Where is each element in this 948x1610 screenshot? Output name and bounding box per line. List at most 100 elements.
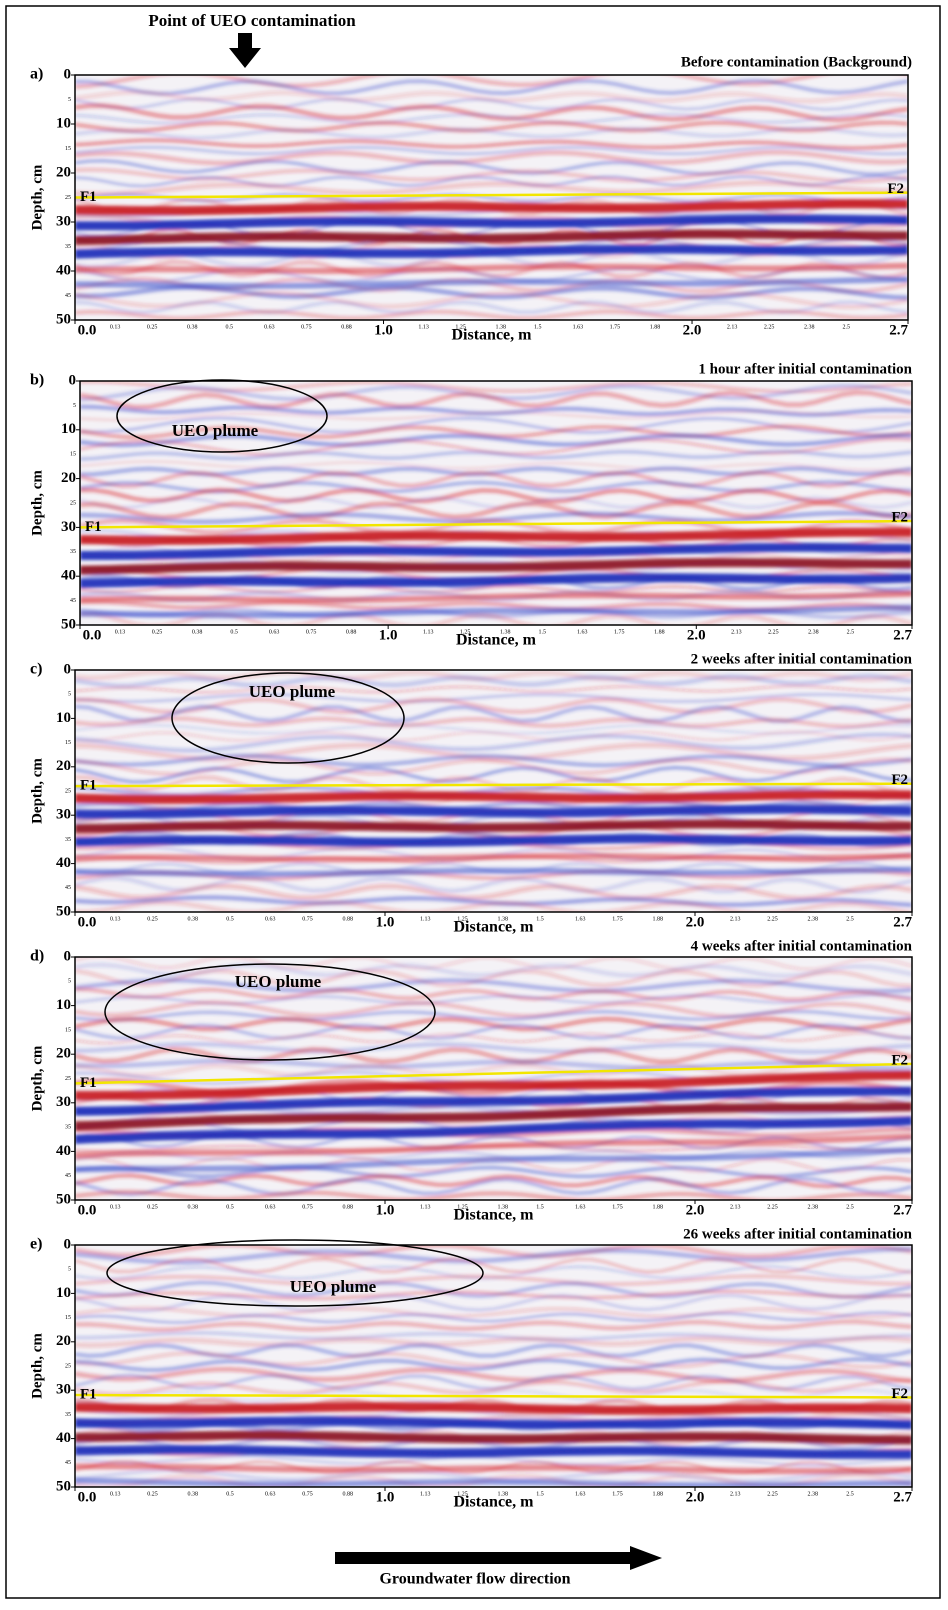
radargram bbox=[80, 381, 912, 625]
minor-x-tick-label: 0.75 bbox=[302, 1491, 313, 1497]
x-tick-label: 2.0 bbox=[687, 627, 706, 643]
radar-band bbox=[75, 1176, 912, 1197]
panel-letter: b) bbox=[30, 372, 44, 389]
radar-band bbox=[75, 126, 908, 140]
minor-y-tick-label: 25 bbox=[70, 500, 76, 506]
plot-frame bbox=[79, 380, 913, 626]
plot-frame bbox=[74, 1244, 913, 1488]
minor-x-tick-label: 0.75 bbox=[301, 324, 312, 330]
reflector-band bbox=[75, 1430, 912, 1445]
plume-ellipse bbox=[104, 963, 436, 1061]
radar-band bbox=[75, 1455, 912, 1467]
x-tick-label: 2.7 bbox=[893, 1202, 912, 1218]
reflector-band bbox=[75, 852, 912, 863]
minor-x-tick-label: 2.25 bbox=[767, 916, 778, 922]
minor-y-tick-label: 45 bbox=[65, 1173, 71, 1179]
x-axis-label: Distance, m bbox=[456, 632, 537, 649]
minor-y-tick-label: 25 bbox=[65, 195, 71, 201]
radar-band bbox=[80, 410, 912, 422]
minor-x-tick-label: 2.25 bbox=[767, 1204, 778, 1210]
minor-x-tick-label: 1.25 bbox=[460, 629, 471, 635]
radar-band bbox=[80, 584, 912, 594]
radar-band bbox=[75, 97, 908, 111]
minor-x-tick-label: 1.88 bbox=[653, 1491, 664, 1497]
minor-x-tick-label: 2.13 bbox=[730, 1204, 741, 1210]
y-tick-label: 40 bbox=[56, 1430, 71, 1446]
reflector-start: F1 bbox=[80, 189, 97, 205]
radar-band bbox=[75, 78, 908, 96]
x-axis-label: Distance, m bbox=[454, 919, 535, 936]
y-tick-label: 10 bbox=[56, 710, 71, 726]
radar-band bbox=[75, 684, 912, 694]
panel-title: 4 weeks after initial contamination bbox=[691, 938, 913, 954]
minor-x-tick-label: 1.38 bbox=[498, 916, 509, 922]
figure-border bbox=[5, 5, 941, 1599]
reflector-end: F2 bbox=[891, 1386, 908, 1402]
radar-band bbox=[80, 390, 912, 410]
minor-x-tick-label: 2.25 bbox=[767, 1491, 778, 1497]
minor-x-tick-label: 1.25 bbox=[457, 1204, 468, 1210]
radar-band bbox=[75, 1319, 912, 1332]
plume-ellipse bbox=[171, 672, 405, 764]
reflector-band bbox=[80, 573, 912, 589]
minor-x-tick-label: 1.25 bbox=[457, 916, 468, 922]
minor-x-tick-label: 2.25 bbox=[764, 324, 775, 330]
minor-x-tick-label: 1.75 bbox=[612, 1204, 623, 1210]
minor-x-tick-label: 2.13 bbox=[730, 916, 741, 922]
minor-y-tick-label: 15 bbox=[65, 1027, 71, 1033]
reflector-line bbox=[75, 191, 908, 199]
reflector-end: F2 bbox=[891, 1052, 908, 1068]
reflector-end: F2 bbox=[887, 181, 904, 197]
radar-band bbox=[75, 987, 912, 1002]
minor-x-tick-label: 1.38 bbox=[496, 324, 507, 330]
radar-band bbox=[75, 291, 908, 309]
minor-x-tick-label: 1.63 bbox=[575, 916, 586, 922]
radar-band bbox=[80, 470, 912, 488]
panel-letter: e) bbox=[30, 1236, 42, 1253]
panel-title: 2 weeks after initial contamination bbox=[691, 651, 913, 667]
radar-band bbox=[75, 1023, 912, 1040]
minor-y-tick-label: 15 bbox=[65, 740, 71, 746]
x-tick-label: 1.0 bbox=[379, 627, 398, 643]
y-tick-label: 50 bbox=[56, 311, 71, 327]
x-tick-label: 0.0 bbox=[78, 1202, 97, 1218]
minor-x-tick-label: 2.5 bbox=[847, 629, 855, 635]
minor-y-tick-label: 5 bbox=[73, 403, 76, 409]
minor-x-tick-label: 0.5 bbox=[230, 629, 238, 635]
reflector-band bbox=[75, 834, 912, 847]
radar-band bbox=[75, 1257, 912, 1274]
y-tick-label: 0 bbox=[64, 1236, 72, 1252]
minor-x-tick-label: 0.63 bbox=[265, 1204, 276, 1210]
minor-x-tick-label: 1.13 bbox=[418, 324, 429, 330]
reflector-line bbox=[75, 1393, 912, 1399]
reflector-band bbox=[75, 199, 908, 216]
minor-y-tick-label: 35 bbox=[65, 1412, 71, 1418]
x-tick-label: 2.7 bbox=[893, 1489, 912, 1505]
minor-x-tick-label: 0.5 bbox=[226, 1491, 234, 1497]
radar-band bbox=[75, 1311, 912, 1324]
plume-label: UEO plume bbox=[249, 682, 336, 701]
reflector-band bbox=[75, 1116, 912, 1144]
radar-band bbox=[75, 1058, 912, 1072]
minor-x-tick-label: 0.13 bbox=[110, 1491, 121, 1497]
y-tick-label: 40 bbox=[56, 855, 71, 871]
reflector-band bbox=[75, 819, 912, 834]
minor-x-tick-label: 2.13 bbox=[730, 1491, 741, 1497]
radar-band bbox=[75, 112, 908, 125]
minor-x-tick-label: 1.5 bbox=[536, 1204, 544, 1210]
radar-band bbox=[75, 1062, 912, 1078]
flow-arrow bbox=[335, 1546, 662, 1570]
y-tick-label: 50 bbox=[56, 903, 71, 919]
x-tick-label: 2.0 bbox=[683, 322, 702, 338]
reflector-band bbox=[75, 1402, 912, 1415]
reflector-band bbox=[80, 590, 912, 604]
minor-x-tick-label: 1.88 bbox=[650, 324, 661, 330]
x-axis-label: Distance, m bbox=[452, 327, 533, 344]
minor-x-tick-label: 2.13 bbox=[727, 324, 738, 330]
radar-texture bbox=[75, 670, 912, 912]
y-tick-label: 20 bbox=[56, 758, 71, 774]
minor-x-tick-label: 2.5 bbox=[846, 1491, 854, 1497]
panel-title: Before contamination (Background) bbox=[681, 54, 912, 70]
reflector-end: F2 bbox=[891, 509, 908, 525]
